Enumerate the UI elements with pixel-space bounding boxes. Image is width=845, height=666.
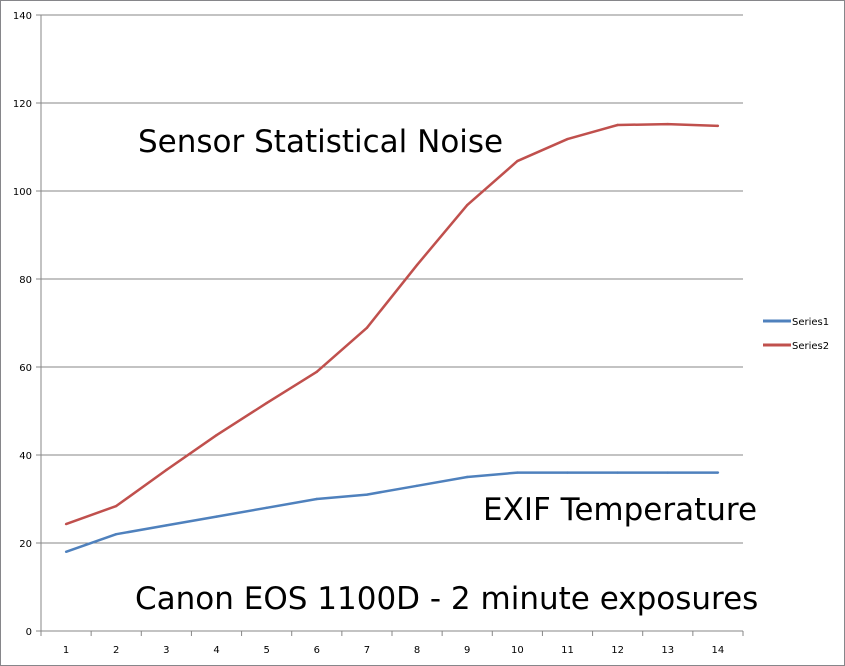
data-point <box>466 475 469 479</box>
data-point <box>466 203 469 207</box>
data-point <box>415 263 419 267</box>
y-tick-label: 20 <box>19 539 32 550</box>
data-point <box>566 471 569 474</box>
annotation-caption: Canon EOS 1100D - 2 minute exposures <box>135 581 758 617</box>
x-tick-label: 12 <box>611 645 624 656</box>
series-line-series1 <box>65 471 718 553</box>
annotation-noise: Sensor Statistical Noise <box>138 124 503 160</box>
data-point <box>115 504 118 508</box>
y-tick-label: 40 <box>19 451 32 462</box>
x-tick-label: 14 <box>712 645 725 656</box>
data-point <box>666 122 669 126</box>
x-tick-label: 2 <box>113 645 119 656</box>
data-point <box>365 493 369 496</box>
data-point <box>115 533 118 536</box>
annotation-temperature: EXIF Temperature <box>483 492 757 528</box>
y-tick-label: 140 <box>13 11 32 22</box>
data-point <box>165 524 168 527</box>
data-point <box>315 370 318 374</box>
x-tick-label: 7 <box>364 645 370 656</box>
data-point <box>516 471 519 474</box>
x-tick-label: 9 <box>464 645 470 656</box>
data-point <box>215 434 218 437</box>
data-point <box>415 484 419 487</box>
x-tick-label: 3 <box>163 645 169 656</box>
x-tick-label: 5 <box>263 645 269 656</box>
data-point <box>716 124 720 128</box>
x-tick-label: 10 <box>511 645 524 656</box>
data-point <box>315 497 318 501</box>
x-tick-label: 11 <box>561 645 574 656</box>
data-point <box>566 137 569 141</box>
x-tick-label: 8 <box>414 645 420 656</box>
data-point <box>165 468 168 472</box>
y-tick-label: 100 <box>13 187 32 198</box>
data-point <box>265 506 268 509</box>
y-tick-label: 0 <box>26 627 32 638</box>
data-point <box>64 522 68 526</box>
x-tick-label: 13 <box>661 645 674 656</box>
data-point <box>64 550 68 553</box>
legend-label: Series2 <box>792 341 829 352</box>
data-point <box>265 401 268 405</box>
legend-label: Series1 <box>792 317 829 328</box>
y-tick-label: 120 <box>13 99 32 110</box>
data-point <box>616 123 619 127</box>
x-tick-label: 1 <box>63 645 69 656</box>
y-tick-label: 80 <box>19 275 32 286</box>
x-tick-label: 4 <box>213 645 219 656</box>
data-point <box>666 471 669 474</box>
data-point <box>616 471 619 474</box>
data-point <box>716 471 720 474</box>
data-point <box>365 326 369 330</box>
y-tick-label: 60 <box>19 363 32 374</box>
x-tick-label: 6 <box>314 645 320 656</box>
series-line-series2 <box>65 122 718 526</box>
data-point <box>516 159 519 163</box>
data-point <box>215 515 218 518</box>
